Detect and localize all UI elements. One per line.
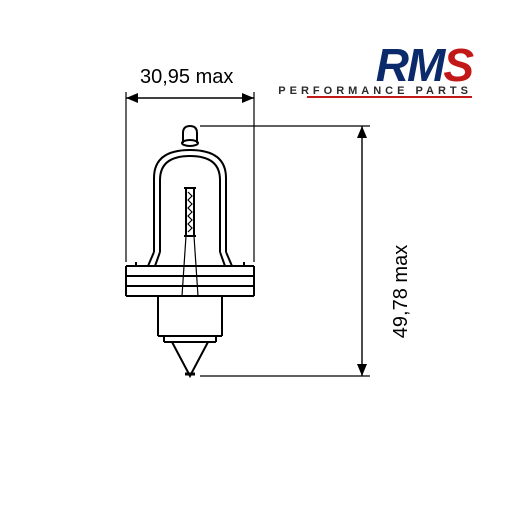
brand-logo: RMS PERFORMANCE PARTS bbox=[278, 42, 472, 97]
logo-letter-s: S bbox=[443, 39, 472, 91]
height-dimension-label: 49,78 max bbox=[390, 245, 413, 338]
width-dimension-label: 30,95 max bbox=[140, 66, 233, 89]
logo-wordmark: RMS bbox=[278, 42, 472, 88]
logo-letter-r: R bbox=[376, 39, 407, 91]
logo-underline bbox=[307, 96, 472, 98]
logo-letter-m: M bbox=[407, 39, 443, 91]
diagram-canvas: RMS PERFORMANCE PARTS 30,95 max 49,78 ma… bbox=[0, 0, 520, 520]
